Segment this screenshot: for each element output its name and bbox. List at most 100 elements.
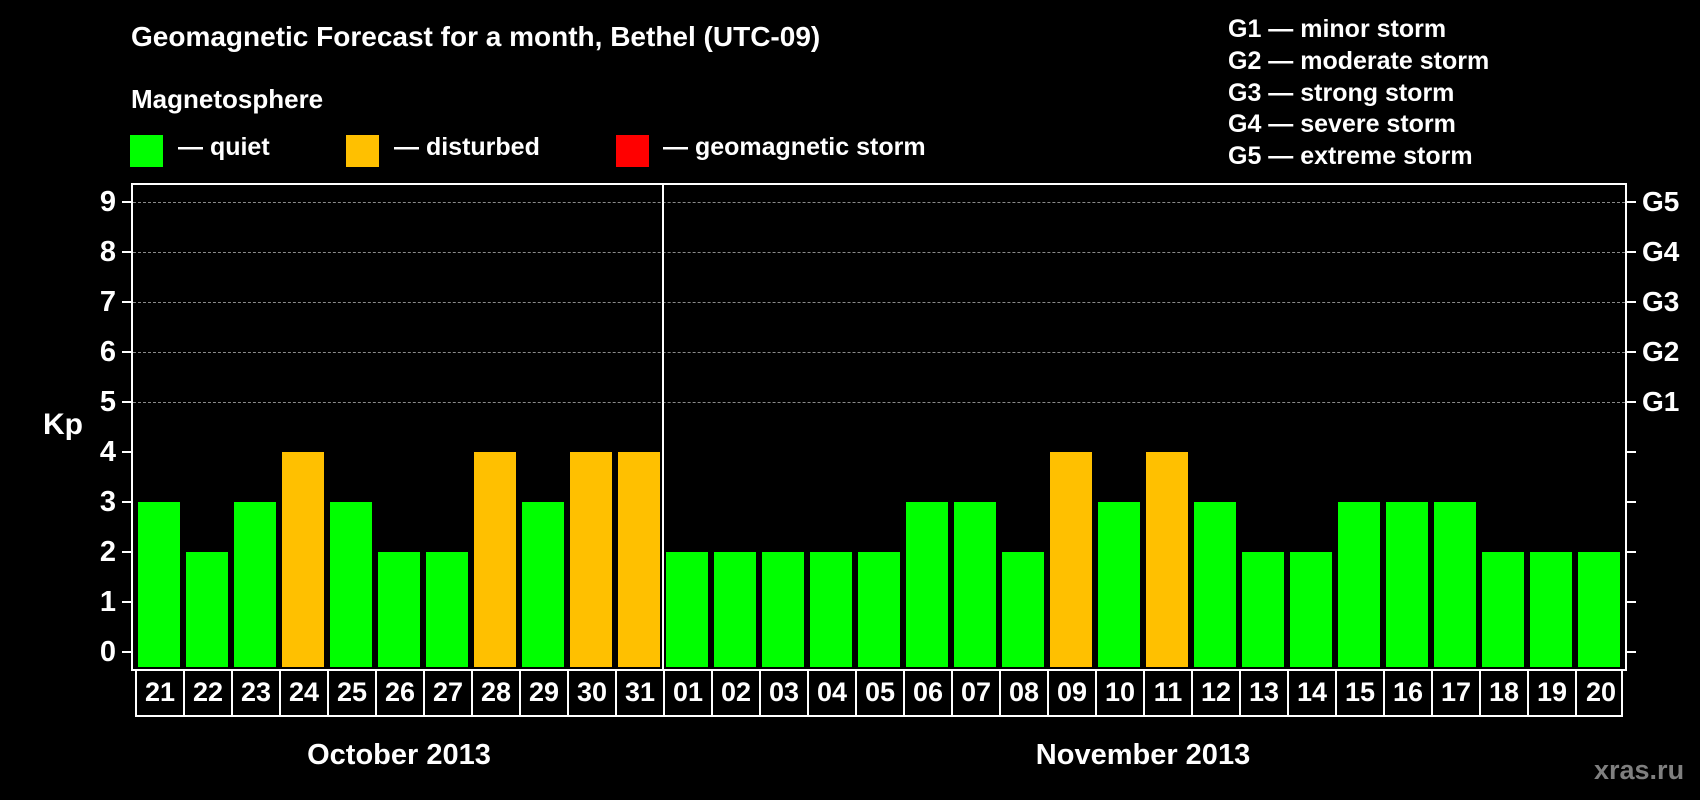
date-cell: 10 (1097, 669, 1145, 715)
date-cell: 05 (857, 669, 905, 715)
kp-bar (1242, 552, 1284, 667)
y-tick-label: 9 (99, 186, 116, 218)
y-tick-left (122, 601, 131, 603)
date-cell: 24 (281, 669, 329, 715)
watermark: xras.ru (1594, 755, 1685, 785)
y-tick-right (1627, 251, 1636, 253)
date-cell: 17 (1433, 669, 1481, 715)
kp-bar (858, 552, 900, 667)
date-cell: 08 (1001, 669, 1049, 715)
y-tick-right (1627, 401, 1636, 403)
date-cell: 25 (329, 669, 377, 715)
grid-line (133, 352, 1625, 353)
date-cell: 04 (809, 669, 857, 715)
y-tick-right (1627, 551, 1636, 553)
storm-scale-g3: G3 — strong storm (1228, 79, 1455, 107)
date-cell: 01 (665, 669, 713, 715)
y-tick-label: 1 (99, 586, 116, 618)
y-tick-right (1627, 501, 1636, 503)
legend-label-disturbed: — disturbed (394, 133, 540, 161)
kp-bar (906, 502, 948, 667)
grid-line (133, 252, 1625, 253)
month-divider (662, 183, 664, 671)
y-tick-left (122, 651, 131, 653)
y-tick-right (1627, 601, 1636, 603)
date-cell: 19 (1529, 669, 1577, 715)
kp-bar (330, 502, 372, 667)
y-tick-left (122, 301, 131, 303)
legend-swatch-disturbed (346, 135, 379, 167)
y-tick-label: 4 (99, 436, 116, 468)
grid-line (133, 302, 1625, 303)
date-cell: 16 (1385, 669, 1433, 715)
y-tick-left (122, 451, 131, 453)
y-tick-left (122, 201, 131, 203)
date-cell: 23 (233, 669, 281, 715)
storm-scale-g2: G2 — moderate storm (1228, 47, 1490, 75)
date-cell: 26 (377, 669, 425, 715)
date-cell: 21 (137, 669, 185, 715)
kp-bar (666, 552, 708, 667)
storm-level-label: G4 (1642, 236, 1680, 267)
kp-bar (618, 452, 660, 667)
y-tick-left (122, 501, 131, 503)
y-tick-label: 7 (99, 286, 116, 318)
kp-bar (1386, 502, 1428, 667)
storm-level-label: G5 (1642, 186, 1680, 217)
legend-swatch-quiet (130, 135, 163, 167)
y-tick-left (122, 251, 131, 253)
kp-bar (570, 452, 612, 667)
kp-bar (1434, 502, 1476, 667)
y-tick-right (1627, 651, 1636, 653)
storm-scale-g1: G1 — minor storm (1228, 15, 1447, 43)
month-label: November 2013 (1035, 739, 1251, 771)
kp-bar (426, 552, 468, 667)
kp-bar (1194, 502, 1236, 667)
kp-bar (1146, 452, 1188, 667)
kp-bar (1338, 502, 1380, 667)
date-cell: 11 (1145, 669, 1193, 715)
chart-title: Geomagnetic Forecast for a month, Bethel… (131, 21, 821, 52)
kp-bar (1098, 502, 1140, 667)
storm-scale-g5: G5 — extreme storm (1228, 142, 1473, 170)
y-tick-right (1627, 451, 1636, 453)
storm-scale-g4: G4 — severe storm (1228, 110, 1456, 138)
kp-bar (282, 452, 324, 667)
storm-level-label: G1 (1642, 386, 1680, 417)
date-cell: 20 (1585, 677, 1617, 707)
legend-swatch-storm (616, 135, 649, 167)
storm-level-label: G2 (1642, 336, 1680, 367)
y-tick-right (1627, 201, 1636, 203)
date-cell: 15 (1337, 669, 1385, 715)
date-cell: 30 (569, 669, 617, 715)
kp-bar (1578, 552, 1620, 667)
y-tick-left (122, 351, 131, 353)
kp-bar (378, 552, 420, 667)
kp-bar (138, 502, 180, 667)
y-tick-right (1627, 301, 1636, 303)
date-cell: 14 (1289, 669, 1337, 715)
y-axis-label: Kp (43, 408, 83, 441)
grid-line (133, 202, 1625, 203)
y-tick-label: 5 (99, 386, 116, 418)
date-cell: 02 (713, 669, 761, 715)
y-tick-label: 0 (99, 636, 116, 668)
y-tick-label: 3 (99, 486, 116, 518)
kp-bar (1050, 452, 1092, 667)
date-cell: 09 (1049, 669, 1097, 715)
kp-bar (1290, 552, 1332, 667)
date-cell: 12 (1193, 669, 1241, 715)
legend-label-quiet: — quiet (178, 133, 270, 161)
date-cell: 31 (617, 669, 665, 715)
storm-level-label: G3 (1642, 286, 1680, 317)
date-cell: 06 (905, 669, 953, 715)
y-tick-right (1627, 351, 1636, 353)
y-tick-left (122, 401, 131, 403)
kp-bar (186, 552, 228, 667)
date-cell: 22 (185, 669, 233, 715)
date-cell: 27 (425, 669, 473, 715)
date-cell: 13 (1241, 669, 1289, 715)
y-tick-label: 8 (99, 236, 116, 268)
kp-bar (1530, 552, 1572, 667)
date-cell: 07 (953, 669, 1001, 715)
